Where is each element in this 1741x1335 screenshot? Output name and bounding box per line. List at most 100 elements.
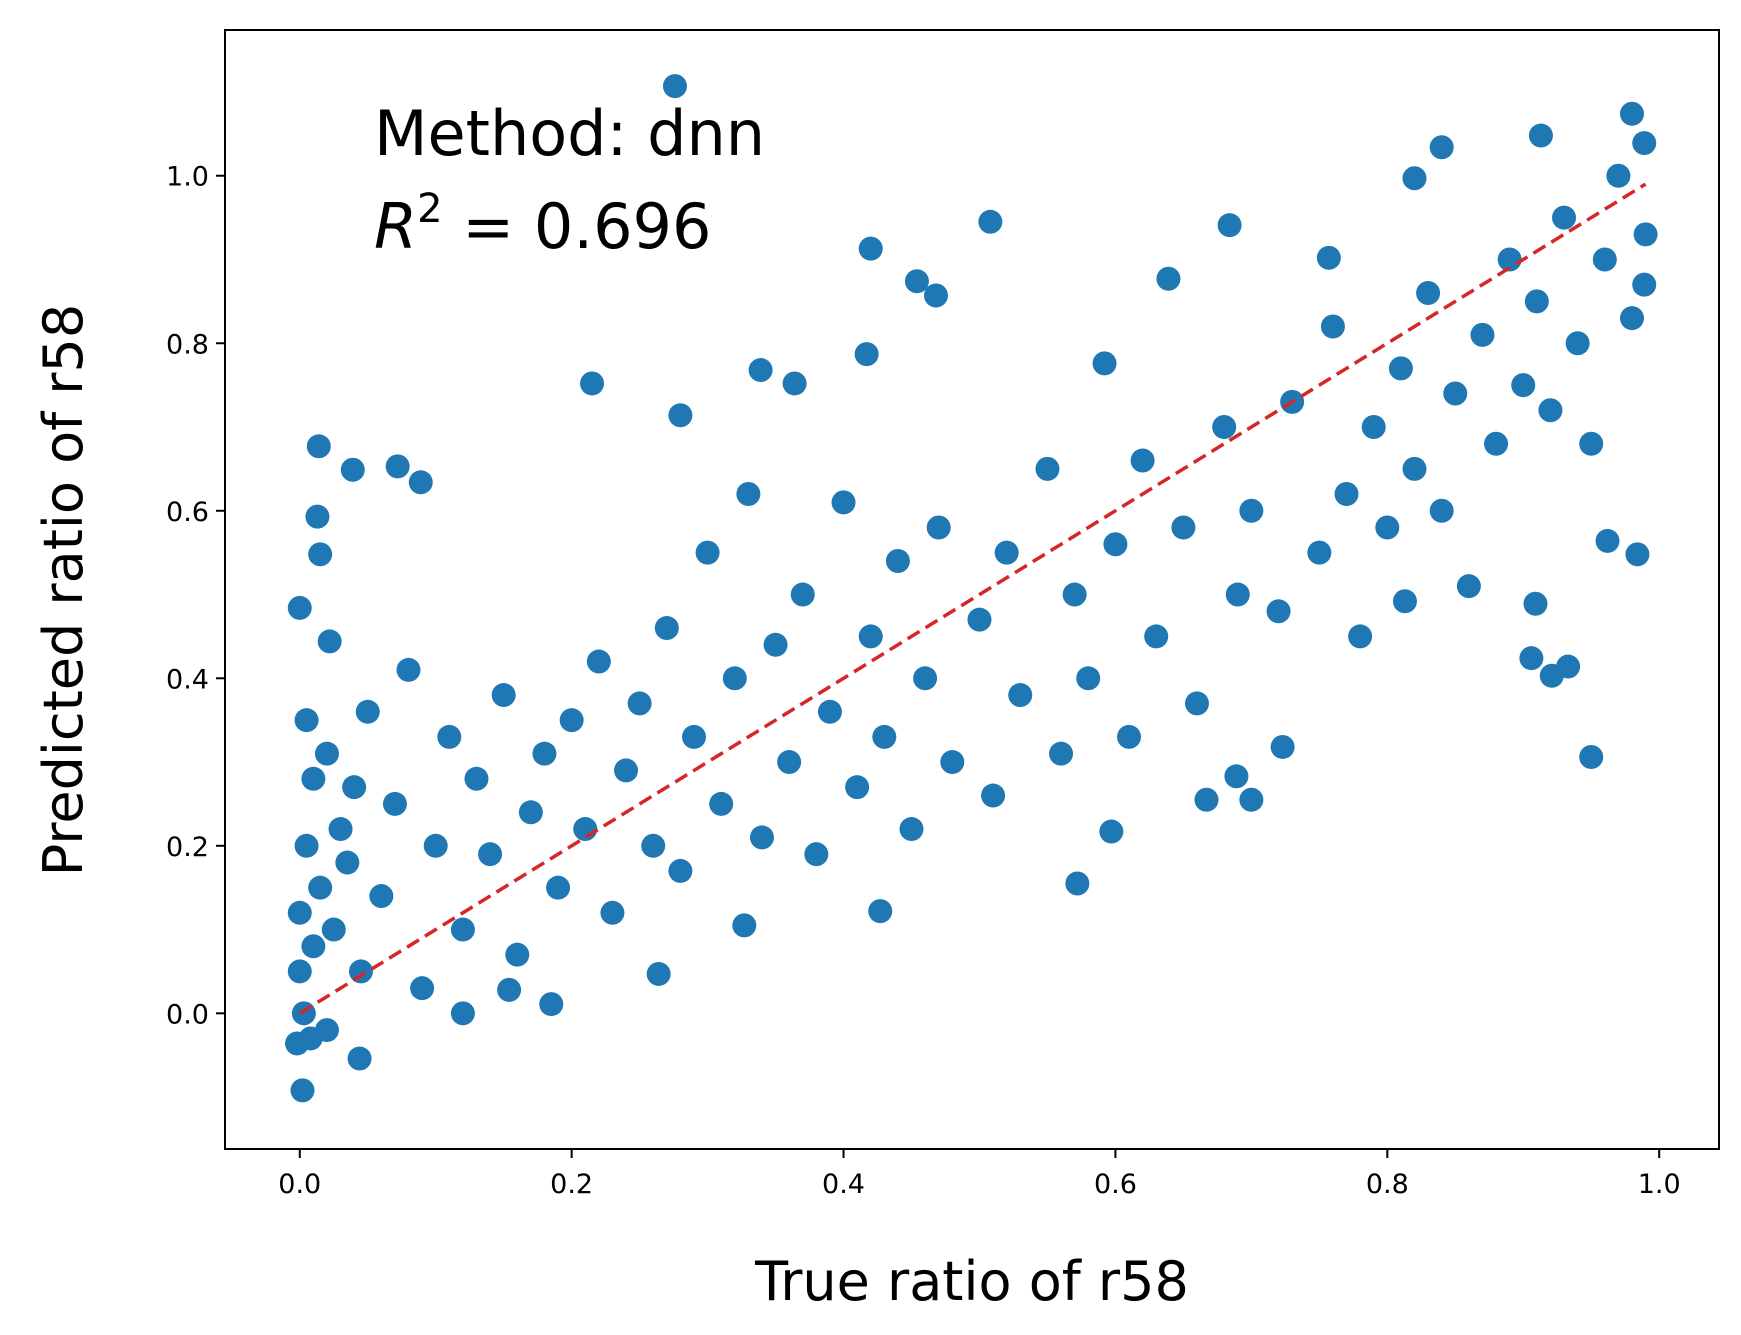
point xyxy=(1092,351,1117,376)
point xyxy=(1625,542,1650,567)
point xyxy=(497,977,522,1002)
point xyxy=(1579,431,1604,456)
point xyxy=(904,269,929,294)
point xyxy=(1632,131,1657,156)
point xyxy=(294,708,319,733)
point xyxy=(423,833,448,858)
point xyxy=(291,1001,316,1026)
point xyxy=(1632,272,1657,297)
point xyxy=(868,899,893,924)
point xyxy=(923,283,948,308)
point xyxy=(817,699,842,724)
point xyxy=(518,800,543,825)
point xyxy=(790,582,815,607)
point xyxy=(1538,398,1563,423)
point xyxy=(641,833,666,858)
point xyxy=(1519,646,1544,671)
point xyxy=(1348,624,1373,649)
x-axis-label: True ratio of r58 xyxy=(754,1250,1189,1313)
point xyxy=(940,750,965,775)
point xyxy=(340,457,365,482)
point xyxy=(662,74,687,99)
point xyxy=(899,817,924,842)
point xyxy=(348,959,373,984)
point xyxy=(777,750,802,775)
point xyxy=(464,766,489,791)
point xyxy=(1361,415,1386,440)
point xyxy=(654,616,679,641)
point xyxy=(1239,498,1264,523)
point xyxy=(1429,498,1454,523)
point xyxy=(335,850,360,875)
point xyxy=(287,959,312,984)
x-tick-label: 1.0 xyxy=(1638,1169,1681,1200)
point xyxy=(317,629,342,654)
point xyxy=(1579,745,1604,770)
x-tick-label: 0.8 xyxy=(1366,1169,1409,1200)
point xyxy=(1334,482,1359,507)
point xyxy=(1388,356,1413,381)
point xyxy=(539,992,564,1017)
point xyxy=(1270,734,1295,759)
point xyxy=(981,783,1006,808)
point xyxy=(385,454,410,479)
point xyxy=(1035,456,1060,481)
point xyxy=(1595,528,1620,553)
point xyxy=(1065,871,1090,896)
point xyxy=(831,490,856,515)
x-tick-label: 0.6 xyxy=(1094,1169,1137,1200)
point xyxy=(1633,222,1658,247)
point xyxy=(1062,582,1087,607)
point xyxy=(1212,415,1237,440)
point xyxy=(854,342,879,367)
y-axis-label: Predicted ratio of r58 xyxy=(32,304,95,876)
point xyxy=(1266,599,1291,624)
point xyxy=(478,842,503,867)
point xyxy=(491,683,516,708)
point xyxy=(301,934,326,959)
point xyxy=(1497,247,1522,272)
point xyxy=(1156,266,1181,291)
point xyxy=(1320,314,1345,339)
point xyxy=(1316,245,1341,270)
point xyxy=(1224,764,1249,789)
point xyxy=(1130,448,1155,473)
point xyxy=(1443,381,1468,406)
y-tick-label: 0.2 xyxy=(166,832,209,863)
point xyxy=(1049,741,1074,766)
point xyxy=(1470,322,1495,347)
point xyxy=(748,358,773,383)
point xyxy=(709,791,734,816)
point xyxy=(600,900,625,925)
point xyxy=(532,741,557,766)
point xyxy=(627,691,652,716)
point xyxy=(1402,166,1427,191)
r2-annotation: R2 = 0.696 xyxy=(374,186,711,263)
x-tick-label: 0.2 xyxy=(550,1169,593,1200)
point xyxy=(580,371,605,396)
point xyxy=(301,766,326,791)
point xyxy=(1103,532,1128,557)
point xyxy=(736,482,761,507)
point xyxy=(314,1018,339,1043)
point xyxy=(885,549,910,574)
point xyxy=(1484,431,1509,456)
point xyxy=(408,470,433,495)
point xyxy=(913,666,938,691)
point xyxy=(1619,306,1644,331)
point xyxy=(1402,456,1427,481)
point xyxy=(804,842,829,867)
point xyxy=(1225,582,1250,607)
point xyxy=(858,236,883,261)
point xyxy=(450,1001,475,1026)
point xyxy=(355,699,380,724)
point xyxy=(328,817,353,842)
point xyxy=(926,515,951,540)
point xyxy=(1392,589,1417,614)
point xyxy=(1524,289,1549,314)
point xyxy=(559,708,584,733)
point xyxy=(1076,666,1101,691)
y-tick-label: 0.4 xyxy=(166,664,209,695)
point xyxy=(872,724,897,749)
point xyxy=(546,875,571,900)
